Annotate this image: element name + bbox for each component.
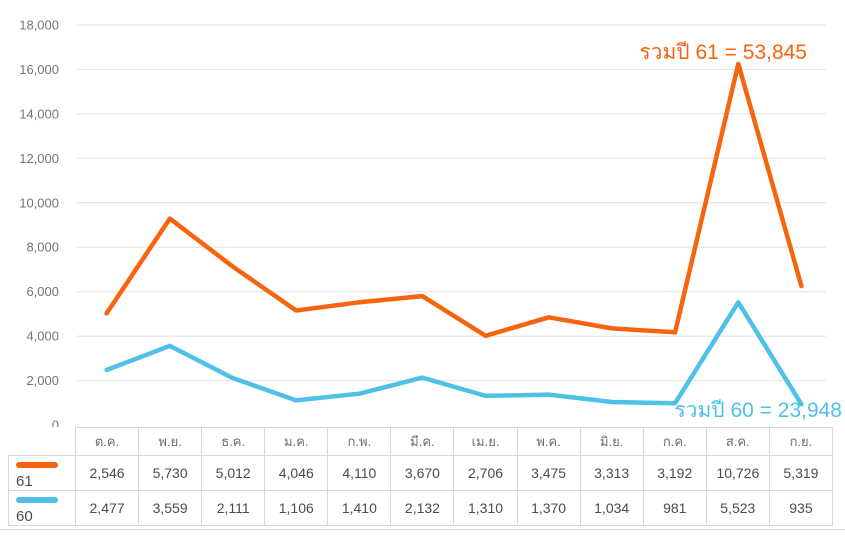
value-cell-61-2: 5,012 xyxy=(201,455,266,491)
value-cell-61-10: 10,726 xyxy=(705,455,770,491)
value-cell-60-0: 2,477 xyxy=(74,489,140,526)
value-cell-61-8: 3,313 xyxy=(579,455,644,491)
table-header-row: ต.ค. พ.ย. ธ.ค. ม.ค. ก.พ. มี.ค. เม.ย. พ.ค. มิ.ย. ก… xyxy=(9,427,834,456)
y-axis-tick-label: 12,000 xyxy=(19,151,59,166)
value-cell-61-6: 2,706 xyxy=(453,455,518,491)
month-header-cell-11: ก.ย. xyxy=(768,427,834,456)
y-axis-tick-label: 6,000 xyxy=(26,284,59,299)
value-cell-60-9: 981 xyxy=(642,489,707,526)
value-cell-61-0: 2,546 xyxy=(74,455,140,491)
month-header-cell-9: ก.ค. xyxy=(642,427,707,456)
month-header-cell-4: ก.พ. xyxy=(327,427,392,456)
bottom-divider xyxy=(0,529,845,530)
month-header-cell-8: มิ.ย. xyxy=(579,427,644,456)
value-cell-61-7: 3,475 xyxy=(516,455,581,491)
legend-cell-61: 61 xyxy=(8,455,76,491)
total-annotation-year-60: รวมปี 60 = 23,948 xyxy=(674,399,842,422)
y-axis-tick-label: 0 xyxy=(52,418,59,428)
series-row-61: 61 2,546 5,730 5,012 4,046 4,110 3,670 2,706 3,4… xyxy=(8,455,834,491)
legend-cell-60: 60 xyxy=(8,489,76,526)
month-header-cell-6: เม.ย. xyxy=(453,427,518,456)
data-table: ต.ค. พ.ย. ธ.ค. ม.ค. ก.พ. มี.ค. เม.ย. พ.ค. มิ.ย. ก… xyxy=(8,427,834,526)
value-cell-61-3: 4,046 xyxy=(264,455,329,491)
y-axis-tick-label: 4,000 xyxy=(26,329,59,344)
legend-label-61: 61 xyxy=(16,472,33,490)
value-cell-60-4: 1,410 xyxy=(327,489,392,526)
legend-label-60: 60 xyxy=(16,507,33,525)
month-header-cell-10: ส.ค. xyxy=(705,427,770,456)
value-cell-60-7: 1,370 xyxy=(516,489,581,526)
value-cell-61-5: 3,670 xyxy=(390,455,455,491)
month-header-cell-2: ธ.ค. xyxy=(201,427,266,456)
series-line-61 xyxy=(104,61,804,339)
y-axis-tick-label: 18,000 xyxy=(19,18,59,33)
value-cell-60-11: 935 xyxy=(768,489,834,526)
series-line-60 xyxy=(104,300,804,407)
value-cell-60-3: 1,106 xyxy=(264,489,329,526)
y-axis-tick-label: 2,000 xyxy=(26,373,59,388)
month-header-cell-3: ม.ค. xyxy=(264,427,329,456)
stacked-line-chart: 0 2,000 4,000 6,000 8,000 10,000 12,000 14,000 1… xyxy=(19,18,826,428)
value-cell-60-1: 3,559 xyxy=(138,489,203,526)
value-cell-60-2: 2,111 xyxy=(201,489,266,526)
value-cell-61-1: 5,730 xyxy=(138,455,203,491)
value-cell-60-6: 1,310 xyxy=(453,489,518,526)
y-axis-tick-label: 16,000 xyxy=(19,62,59,77)
month-header-cell-7: พ.ค. xyxy=(516,427,581,456)
month-header-cell-1: พ.ย. xyxy=(138,427,203,456)
value-cell-61-4: 4,110 xyxy=(327,455,392,491)
value-cell-61-11: 5,319 xyxy=(768,455,834,491)
value-cell-61-9: 3,192 xyxy=(642,455,707,491)
month-header-cell-0: ต.ค. xyxy=(74,427,140,456)
total-annotation-year-61: รวมปี 61 = 53,845 xyxy=(639,41,807,64)
series-row-60: 60 2,477 3,559 2,111 1,106 1,410 2,132 1,310 1,3… xyxy=(8,489,834,526)
y-axis-tick-label: 14,000 xyxy=(19,106,59,121)
value-cell-60-5: 2,132 xyxy=(390,489,455,526)
legend-swatch-61 xyxy=(16,462,58,469)
legend-swatch-60 xyxy=(16,497,58,504)
month-header-cell-5: มี.ค. xyxy=(390,427,455,456)
y-axis-tick-label: 10,000 xyxy=(19,195,59,210)
y-axis-tick-label: 8,000 xyxy=(26,240,59,255)
table-corner-cell xyxy=(9,428,76,456)
value-cell-60-8: 1,034 xyxy=(579,489,644,526)
value-cell-60-10: 5,523 xyxy=(705,489,770,526)
